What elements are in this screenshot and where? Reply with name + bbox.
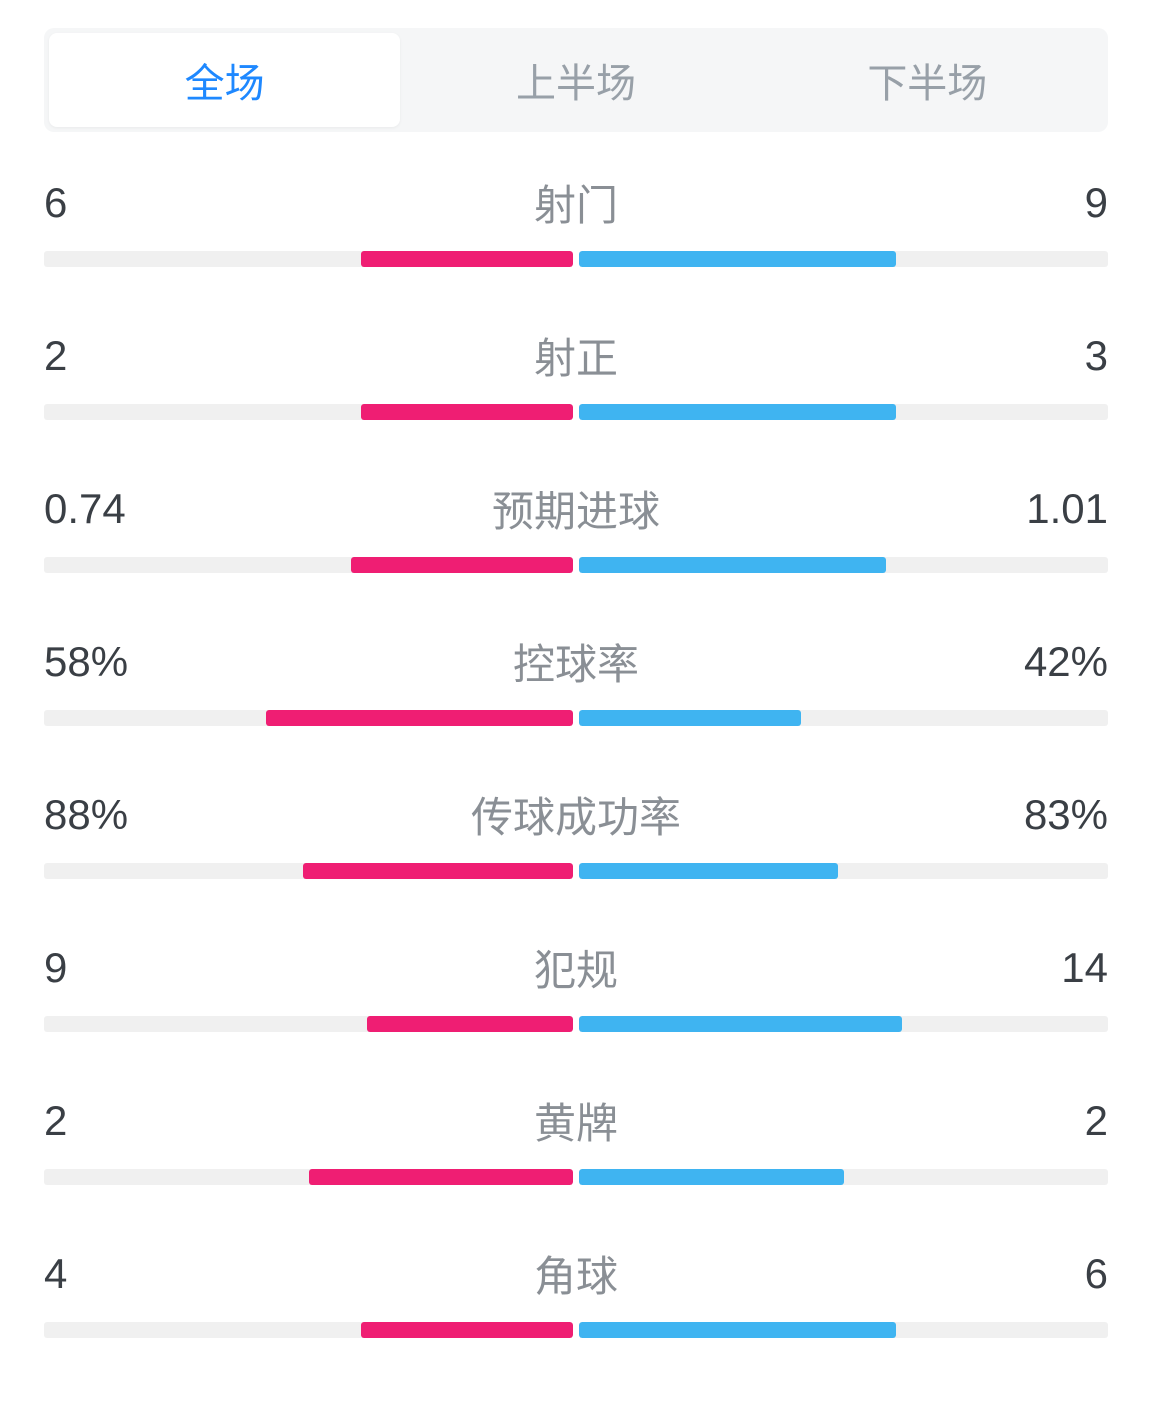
stat-value-away: 42%: [988, 638, 1108, 686]
stat-bar: [44, 1169, 1108, 1185]
bar-fill-home: [303, 863, 573, 879]
tab-full[interactable]: 全场: [49, 33, 400, 127]
stat-labels: 9犯规14: [44, 937, 1108, 998]
bar-fill-away: [579, 710, 801, 726]
bar-track-home: [44, 1016, 573, 1032]
stat-labels: 2射正3: [44, 325, 1108, 386]
bar-fill-home: [351, 557, 573, 573]
stat-labels: 58%控球率42%: [44, 631, 1108, 692]
stat-value-home: 58%: [44, 638, 164, 686]
bar-track-away: [579, 1016, 1108, 1032]
bar-fill-away: [579, 251, 896, 267]
stat-row: 88%传球成功率83%: [44, 784, 1108, 879]
stat-name: 犯规: [164, 937, 988, 998]
bar-fill-home: [361, 1322, 573, 1338]
stat-value-away: 1.01: [988, 485, 1108, 533]
bar-fill-away: [579, 404, 896, 420]
stat-value-home: 9: [44, 944, 164, 992]
period-tabs: 全场 上半场 下半场: [44, 28, 1108, 132]
bar-track-away: [579, 1322, 1108, 1338]
stat-bar: [44, 863, 1108, 879]
tab-second-half[interactable]: 下半场: [752, 33, 1103, 127]
bar-fill-away: [579, 863, 838, 879]
stat-row: 2射正3: [44, 325, 1108, 420]
bar-fill-away: [579, 1016, 902, 1032]
stat-value-away: 9: [988, 179, 1108, 227]
stat-value-home: 2: [44, 332, 164, 380]
stat-row: 0.74预期进球1.01: [44, 478, 1108, 573]
bar-fill-home: [361, 251, 573, 267]
stat-labels: 4角球6: [44, 1243, 1108, 1304]
stat-labels: 88%传球成功率83%: [44, 784, 1108, 845]
stat-bar: [44, 404, 1108, 420]
stat-name: 射门: [164, 172, 988, 233]
bar-track-away: [579, 1169, 1108, 1185]
bar-fill-away: [579, 1322, 896, 1338]
stat-bar: [44, 710, 1108, 726]
stat-value-home: 88%: [44, 791, 164, 839]
bar-track-home: [44, 251, 573, 267]
stat-row: 58%控球率42%: [44, 631, 1108, 726]
stat-value-home: 6: [44, 179, 164, 227]
bar-track-away: [579, 863, 1108, 879]
stat-value-home: 4: [44, 1250, 164, 1298]
stat-value-home: 0.74: [44, 485, 164, 533]
stat-labels: 0.74预期进球1.01: [44, 478, 1108, 539]
stat-bar: [44, 1322, 1108, 1338]
stat-labels: 6射门9: [44, 172, 1108, 233]
bar-track-away: [579, 557, 1108, 573]
stat-bar: [44, 557, 1108, 573]
stat-value-away: 2: [988, 1097, 1108, 1145]
bar-fill-away: [579, 557, 886, 573]
stat-bar: [44, 1016, 1108, 1032]
stat-value-away: 6: [988, 1250, 1108, 1298]
bar-track-home: [44, 557, 573, 573]
stat-row: 2黄牌2: [44, 1090, 1108, 1185]
stat-name: 控球率: [164, 631, 988, 692]
bar-track-away: [579, 251, 1108, 267]
stat-name: 黄牌: [164, 1090, 988, 1151]
stat-value-away: 3: [988, 332, 1108, 380]
stat-row: 6射门9: [44, 172, 1108, 267]
stat-name: 传球成功率: [164, 784, 988, 845]
bar-track-home: [44, 1169, 573, 1185]
bar-track-home: [44, 1322, 573, 1338]
stat-bar: [44, 251, 1108, 267]
stat-value-away: 83%: [988, 791, 1108, 839]
bar-track-home: [44, 710, 573, 726]
bar-fill-home: [266, 710, 573, 726]
tab-first-half[interactable]: 上半场: [400, 33, 751, 127]
bar-fill-home: [367, 1016, 573, 1032]
stat-name: 角球: [164, 1243, 988, 1304]
stat-value-away: 14: [988, 944, 1108, 992]
stat-name: 射正: [164, 325, 988, 386]
bar-track-home: [44, 863, 573, 879]
bar-track-away: [579, 710, 1108, 726]
bar-track-home: [44, 404, 573, 420]
bar-fill-away: [579, 1169, 844, 1185]
stat-row: 4角球6: [44, 1243, 1108, 1338]
stat-row: 9犯规14: [44, 937, 1108, 1032]
stats-panel: 全场 上半场 下半场 6射门92射正30.74预期进球1.0158%控球率42%…: [0, 0, 1152, 1424]
bar-track-away: [579, 404, 1108, 420]
bar-fill-home: [361, 404, 573, 420]
stat-value-home: 2: [44, 1097, 164, 1145]
bar-fill-home: [309, 1169, 574, 1185]
stats-list: 6射门92射正30.74预期进球1.0158%控球率42%88%传球成功率83%…: [44, 172, 1108, 1338]
stat-labels: 2黄牌2: [44, 1090, 1108, 1151]
stat-name: 预期进球: [164, 478, 988, 539]
